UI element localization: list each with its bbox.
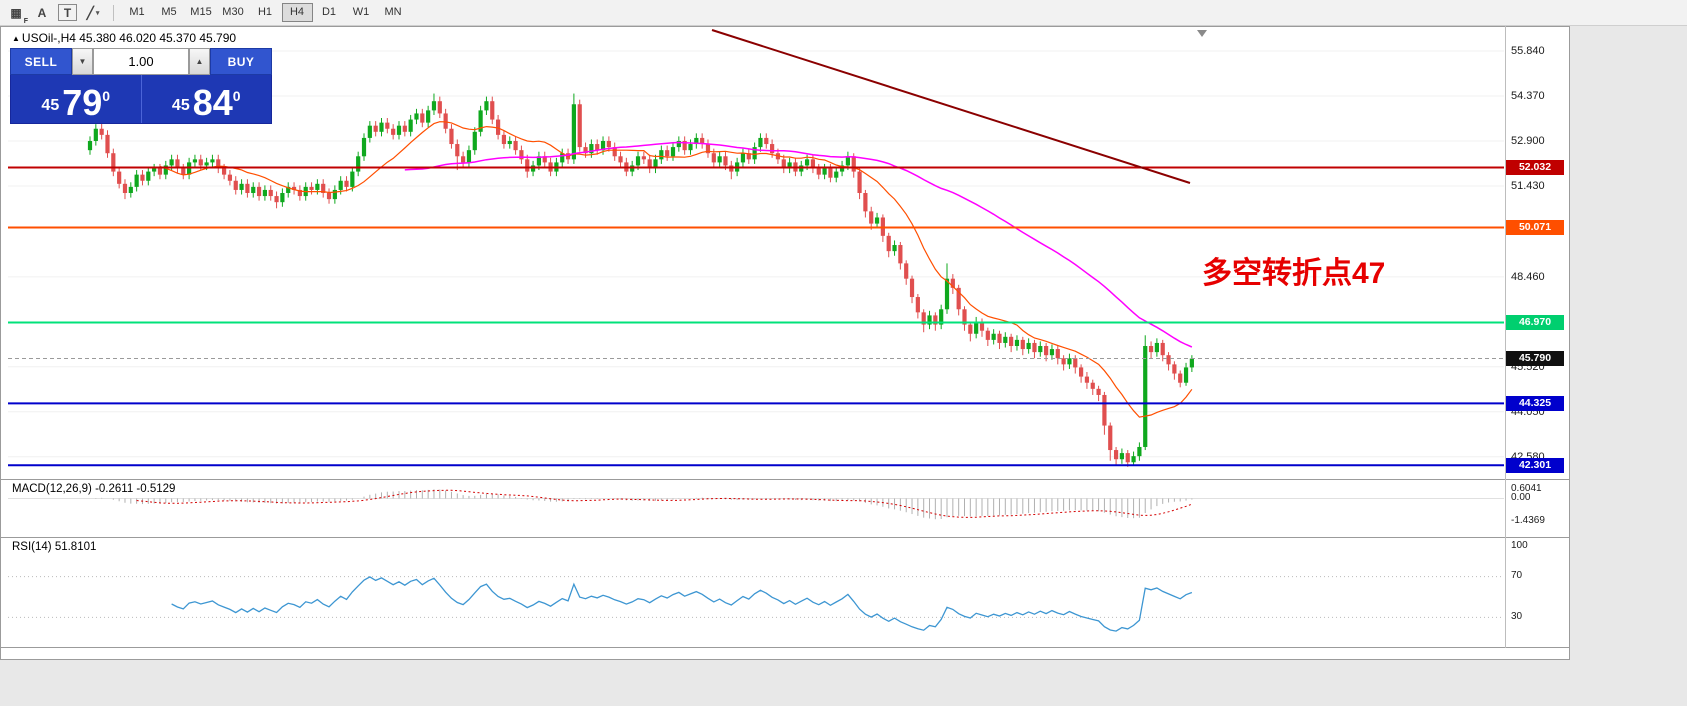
- trade-panel-divider: [140, 75, 142, 123]
- buy-price[interactable]: 45 84 0: [142, 75, 272, 123]
- sell-price[interactable]: 45 79 0: [11, 75, 141, 123]
- buy-price-sup: 0: [232, 88, 241, 104]
- time-axis-separator: [0, 647, 1570, 648]
- sell-price-sup: 0: [102, 88, 111, 104]
- sell-price-big: 79: [62, 82, 103, 123]
- sell-price-prefix: 45: [41, 97, 60, 114]
- buy-price-big: 84: [192, 82, 233, 123]
- one-click-trading-panel: SELL ▼ 1.00 ▲ BUY 45 79 0 45 84 0: [10, 48, 272, 124]
- timeframe-button-M5[interactable]: M5: [161, 6, 177, 18]
- timeframe-button-M15[interactable]: M15: [190, 6, 212, 18]
- line-studies-icon[interactable]: ╱ ▾: [81, 3, 105, 23]
- grid-f-icon[interactable]: ▦ F: [4, 3, 28, 25]
- time-axis[interactable]: [1, 648, 1569, 659]
- timeframe-bar: M1 M5 M15 M30 H1 H4 D1 W1 MN: [121, 3, 409, 22]
- chevron-down-icon: ▼: [78, 57, 87, 66]
- grid-f-icon-glyph: ▦: [10, 5, 22, 20]
- timeframe-button-M1[interactable]: M1: [129, 6, 145, 18]
- rsi-panel-separator[interactable]: [0, 537, 1570, 538]
- timeframe-button-D1[interactable]: D1: [321, 6, 337, 18]
- volume-up-button[interactable]: ▲: [189, 48, 210, 75]
- buy-button[interactable]: BUY: [210, 48, 272, 75]
- toolbar: ▦ F A T ╱ ▾ M1 M5 M15 M30 H1 H4 D1 W1 MN: [0, 0, 1687, 26]
- buy-price-prefix: 45: [171, 97, 190, 114]
- timeframe-button-M30[interactable]: M30: [222, 6, 244, 18]
- trade-panel-controls: SELL ▼ 1.00 ▲ BUY: [10, 48, 272, 75]
- text-label-tool-icon[interactable]: T: [58, 4, 77, 21]
- chevron-up-icon: ▲: [195, 57, 204, 66]
- price-axis-divider: [1505, 26, 1506, 659]
- line-studies-icon-glyph: ╱: [86, 5, 94, 20]
- macd-panel-separator[interactable]: [0, 479, 1570, 480]
- timeframe-button-W1[interactable]: W1: [352, 6, 370, 18]
- timeframe-button-MN[interactable]: MN: [384, 6, 402, 18]
- trade-panel-prices: 45 79 0 45 84 0: [10, 75, 272, 124]
- grid-f-icon-sub: F: [23, 17, 28, 25]
- text-label-tool-icon-glyph: T: [63, 5, 72, 20]
- font-tool-icon-glyph: A: [37, 5, 47, 20]
- sell-button[interactable]: SELL: [10, 48, 72, 75]
- toolbar-icons: ▦ F A T ╱ ▾: [3, 3, 106, 25]
- chevron-down-icon: ▾: [95, 9, 100, 17]
- timeframe-button-H4[interactable]: H4: [281, 3, 313, 22]
- volume-input[interactable]: 1.00: [93, 48, 189, 75]
- timeframe-button-H1[interactable]: H1: [257, 6, 273, 18]
- volume-dropdown-button[interactable]: ▼: [72, 48, 93, 75]
- toolbar-separator: [113, 4, 114, 21]
- font-tool-icon[interactable]: A: [30, 3, 54, 23]
